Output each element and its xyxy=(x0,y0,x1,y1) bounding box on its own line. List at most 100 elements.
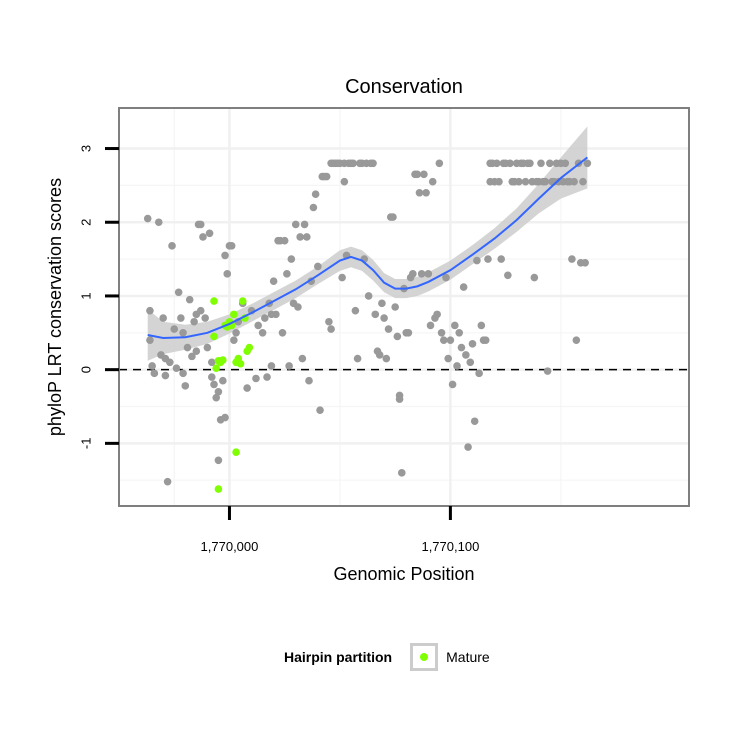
data-point xyxy=(207,373,216,381)
data-point xyxy=(468,340,477,348)
y-tick-label: 2 xyxy=(79,219,94,226)
data-point xyxy=(278,328,287,337)
y-tick-label: 0 xyxy=(79,366,94,373)
data-point xyxy=(205,229,214,238)
data-point xyxy=(143,214,152,223)
data-point xyxy=(298,354,307,363)
data-point xyxy=(409,270,417,278)
data-point xyxy=(437,328,446,337)
data-point xyxy=(462,351,470,359)
data-point xyxy=(572,336,581,344)
data-point xyxy=(311,190,320,199)
data-point xyxy=(444,354,452,363)
confidence-ribbon xyxy=(147,126,588,361)
data-point xyxy=(314,262,322,271)
data-point xyxy=(395,391,404,400)
data-point xyxy=(446,336,455,344)
data-point xyxy=(470,417,479,426)
data-point xyxy=(495,177,503,186)
data-point xyxy=(424,270,433,278)
data-point xyxy=(426,321,435,330)
data-point xyxy=(291,220,300,229)
data-point xyxy=(389,213,397,221)
data-point xyxy=(201,314,209,322)
data-point xyxy=(481,336,490,344)
data-point-mature xyxy=(210,332,218,341)
data-point xyxy=(537,159,545,168)
legend: Hairpin partition Mature xyxy=(284,639,490,675)
data-point xyxy=(404,328,413,337)
data-point xyxy=(492,159,501,168)
data-point xyxy=(380,314,388,322)
smooth-ribbon xyxy=(147,126,588,361)
data-point xyxy=(203,343,212,352)
data-point xyxy=(353,354,362,363)
data-point xyxy=(521,177,530,186)
data-point-mature xyxy=(232,448,240,456)
data-point xyxy=(397,469,406,477)
data-point xyxy=(258,328,267,337)
data-point xyxy=(287,255,296,263)
data-point xyxy=(263,373,271,381)
data-point xyxy=(435,159,444,168)
data-point xyxy=(497,255,506,263)
data-point xyxy=(378,299,386,308)
data-point xyxy=(196,220,205,229)
x-axis-label: Genomic Position xyxy=(333,564,474,584)
data-point xyxy=(448,380,457,389)
scatter-points xyxy=(143,159,592,493)
data-point xyxy=(285,362,293,370)
data-point xyxy=(561,159,570,168)
data-point xyxy=(526,159,534,168)
data-point xyxy=(172,364,181,372)
data-point xyxy=(185,295,194,304)
y-axis-label: phyloP LRT conservation scores xyxy=(45,178,65,436)
data-point xyxy=(316,406,324,414)
data-point xyxy=(455,328,464,337)
data-point xyxy=(161,371,170,380)
data-point xyxy=(422,188,430,197)
data-point xyxy=(439,336,448,344)
data-point xyxy=(546,159,554,168)
data-point xyxy=(280,236,289,245)
data-point xyxy=(351,306,360,315)
data-point xyxy=(530,273,539,282)
data-point xyxy=(369,159,377,168)
data-point xyxy=(192,347,201,356)
data-point xyxy=(459,283,468,291)
data-point xyxy=(541,177,550,186)
x-tick-label: 1,770,000 xyxy=(201,539,259,554)
data-point xyxy=(300,220,309,229)
legend-title: Hairpin partition xyxy=(284,649,393,665)
y-tick-label: 1 xyxy=(79,292,94,299)
data-point xyxy=(272,310,280,319)
data-point xyxy=(146,336,154,344)
data-point xyxy=(322,172,331,181)
data-point xyxy=(188,352,196,361)
chart-title: Conservation xyxy=(345,76,463,98)
data-point xyxy=(384,325,393,333)
data-point xyxy=(212,393,221,402)
data-point xyxy=(391,303,399,311)
data-point xyxy=(148,362,156,370)
data-point xyxy=(302,233,311,241)
data-point xyxy=(199,233,207,241)
data-point xyxy=(473,256,481,265)
data-point xyxy=(393,332,402,341)
data-point xyxy=(159,314,167,322)
data-point xyxy=(543,367,552,375)
data-point xyxy=(294,303,302,311)
data-point xyxy=(484,255,492,263)
data-point-mature xyxy=(214,485,223,493)
data-point xyxy=(146,306,154,315)
x-axis: 1,770,000 1,770,100 xyxy=(201,506,479,554)
data-point-mature xyxy=(238,297,247,305)
data-point xyxy=(207,358,216,367)
data-point xyxy=(413,170,422,179)
data-point xyxy=(179,369,187,378)
data-point xyxy=(581,258,589,267)
data-point xyxy=(364,292,373,300)
legend-label-mature: Mature xyxy=(446,649,490,665)
plot-background xyxy=(119,108,689,506)
